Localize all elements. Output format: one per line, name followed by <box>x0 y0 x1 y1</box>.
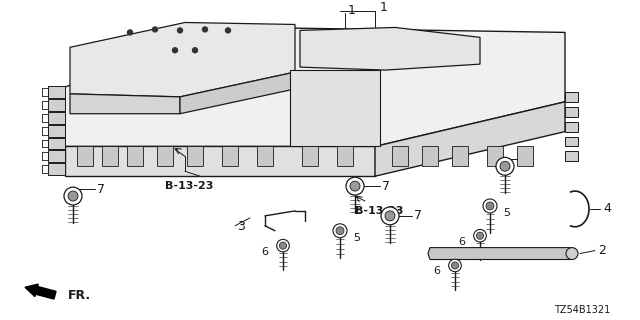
Polygon shape <box>48 124 65 137</box>
Text: 7: 7 <box>382 180 390 193</box>
Text: B-13-23: B-13-23 <box>165 181 213 191</box>
Circle shape <box>486 202 494 210</box>
Circle shape <box>336 227 344 235</box>
Text: 3: 3 <box>237 220 245 233</box>
Polygon shape <box>257 147 273 166</box>
Polygon shape <box>157 147 173 166</box>
Polygon shape <box>48 150 65 162</box>
FancyArrow shape <box>25 284 56 299</box>
Text: 7: 7 <box>414 209 422 222</box>
Polygon shape <box>48 163 65 175</box>
Circle shape <box>483 199 497 213</box>
Circle shape <box>280 242 287 249</box>
Polygon shape <box>300 28 480 70</box>
Polygon shape <box>65 147 375 176</box>
Text: 6: 6 <box>433 267 440 276</box>
Polygon shape <box>48 99 65 111</box>
Polygon shape <box>487 147 503 166</box>
Polygon shape <box>70 22 295 97</box>
Circle shape <box>496 157 514 175</box>
Text: 7: 7 <box>527 153 535 166</box>
Polygon shape <box>290 70 380 147</box>
Polygon shape <box>187 147 203 166</box>
Circle shape <box>173 48 177 53</box>
Polygon shape <box>565 107 578 117</box>
Polygon shape <box>70 94 180 114</box>
Text: 5: 5 <box>503 208 510 218</box>
Circle shape <box>500 161 510 171</box>
Polygon shape <box>77 147 93 166</box>
Polygon shape <box>127 147 143 166</box>
Polygon shape <box>375 102 565 176</box>
Circle shape <box>152 27 157 32</box>
Circle shape <box>451 262 459 269</box>
Polygon shape <box>517 147 533 166</box>
Polygon shape <box>422 147 438 166</box>
Polygon shape <box>565 137 578 147</box>
Polygon shape <box>428 248 572 260</box>
Polygon shape <box>222 147 238 166</box>
Polygon shape <box>565 122 578 132</box>
Circle shape <box>193 48 198 53</box>
Polygon shape <box>48 138 65 149</box>
Text: FR.: FR. <box>68 289 91 302</box>
Circle shape <box>385 211 395 221</box>
Circle shape <box>449 259 461 272</box>
Text: 1: 1 <box>380 1 388 14</box>
Text: 6: 6 <box>458 237 465 247</box>
Text: 5: 5 <box>353 233 360 243</box>
Polygon shape <box>102 147 118 166</box>
Text: B-13-23: B-13-23 <box>355 206 403 216</box>
Text: 7: 7 <box>97 183 105 196</box>
Circle shape <box>476 232 484 239</box>
Circle shape <box>202 27 207 32</box>
Circle shape <box>127 30 132 35</box>
Polygon shape <box>48 112 65 124</box>
Polygon shape <box>565 151 578 161</box>
Polygon shape <box>65 28 565 147</box>
Circle shape <box>333 224 347 238</box>
Text: 1: 1 <box>348 4 356 17</box>
Circle shape <box>381 207 399 225</box>
Circle shape <box>566 248 578 260</box>
Circle shape <box>474 229 486 242</box>
Polygon shape <box>337 147 353 166</box>
Circle shape <box>350 181 360 191</box>
Circle shape <box>177 28 182 33</box>
Text: 6: 6 <box>261 247 268 257</box>
Circle shape <box>68 191 78 201</box>
Polygon shape <box>392 147 408 166</box>
Polygon shape <box>48 86 65 98</box>
Polygon shape <box>302 147 318 166</box>
Polygon shape <box>180 72 295 114</box>
Circle shape <box>346 177 364 195</box>
Text: TZ54B1321: TZ54B1321 <box>554 305 610 315</box>
Text: 2: 2 <box>598 244 606 257</box>
Circle shape <box>64 187 82 205</box>
Polygon shape <box>565 92 578 102</box>
Polygon shape <box>452 147 468 166</box>
Text: 4: 4 <box>603 203 611 215</box>
Circle shape <box>276 239 289 252</box>
Circle shape <box>225 28 230 33</box>
